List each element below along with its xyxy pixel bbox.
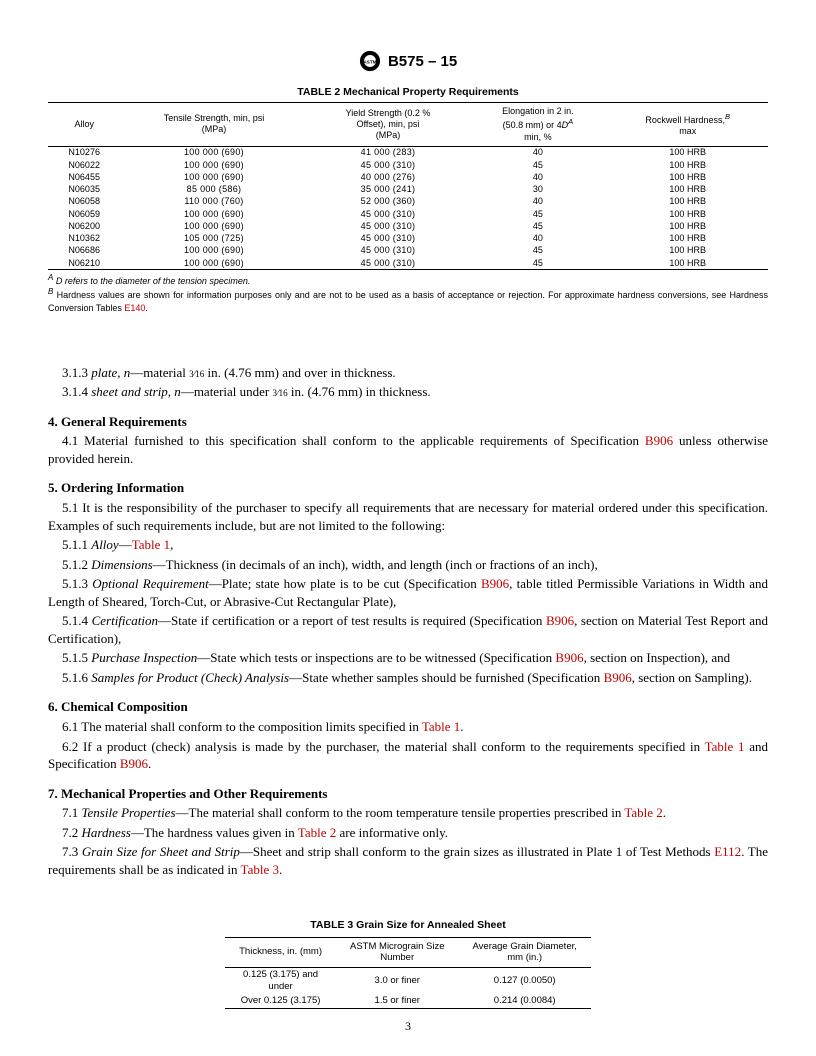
link-table1[interactable]: Table 1: [705, 739, 745, 754]
document-id: B575 – 15: [388, 53, 457, 70]
table-row: N10276100 000 (690)41 000 (283)40100 HRB: [48, 146, 768, 159]
table-row: N06200100 000 (690)45 000 (310)45100 HRB: [48, 220, 768, 232]
t3-col1: ASTM Micrograin Size Number: [336, 937, 459, 968]
table-row: 0.125 (3.175) and under3.0 or finer0.127…: [225, 968, 591, 994]
link-table1[interactable]: Table 1: [422, 719, 460, 734]
table3: Thickness, in. (mm) ASTM Micrograin Size…: [225, 937, 591, 1009]
table2-col3: Elongation in 2 in.(50.8 mm) or 4DAmin, …: [468, 103, 607, 147]
link-b906[interactable]: B906: [120, 756, 148, 771]
table-row: N06059100 000 (690)45 000 (310)45100 HRB: [48, 208, 768, 220]
link-e112[interactable]: E112: [714, 844, 741, 859]
page-header: ASTM B575 – 15: [48, 50, 768, 72]
section-7-head: 7. Mechanical Properties and Other Requi…: [48, 785, 768, 803]
link-e140[interactable]: E140: [124, 303, 145, 313]
table-row: Over 0.125 (3.175)1.5 or finer0.214 (0.0…: [225, 994, 591, 1008]
link-table2[interactable]: Table 2: [298, 825, 336, 840]
table-row: N0603585 000 (586)35 000 (241)30100 HRB: [48, 184, 768, 196]
table2-col1: Tensile Strength, min, psi (MPa): [120, 103, 307, 147]
table-row: N06022100 000 (690)45 000 (310)45100 HRB: [48, 159, 768, 171]
link-b906[interactable]: B906: [555, 650, 583, 665]
link-table3[interactable]: Table 3: [241, 862, 279, 877]
section-5-head: 5. Ordering Information: [48, 479, 768, 497]
link-b906[interactable]: B906: [645, 433, 673, 448]
link-b906[interactable]: B906: [604, 670, 632, 685]
link-table2[interactable]: Table 2: [624, 805, 662, 820]
t3-col0: Thickness, in. (mm): [225, 937, 336, 968]
table2-title: TABLE 2 Mechanical Property Requirements: [48, 86, 768, 98]
table-row: N06210100 000 (690)45 000 (310)45100 HRB: [48, 257, 768, 270]
body-content: 3.1.3 plate, n—material 3⁄16 in. (4.76 m…: [48, 364, 768, 1009]
astm-logo: ASTM: [359, 50, 381, 72]
table2-col2: Yield Strength (0.2 % Offset), min, psi …: [308, 103, 469, 147]
table-row: N06686100 000 (690)45 000 (310)45100 HRB: [48, 245, 768, 257]
table2-col0: Alloy: [48, 103, 120, 147]
table-row: N06058110 000 (760)52 000 (360)40100 HRB: [48, 196, 768, 208]
table2: Alloy Tensile Strength, min, psi (MPa) Y…: [48, 102, 768, 270]
link-b906[interactable]: B906: [546, 613, 574, 628]
table-row: N06455100 000 (690)40 000 (276)40100 HRB: [48, 171, 768, 183]
link-table1[interactable]: Table 1: [132, 537, 170, 552]
section-4-head: 4. General Requirements: [48, 413, 768, 431]
svg-text:ASTM: ASTM: [363, 59, 376, 64]
table2-col4: Rockwell Hardness,Bmax: [607, 103, 768, 147]
section-6-head: 6. Chemical Composition: [48, 698, 768, 716]
table3-title: TABLE 3 Grain Size for Annealed Sheet: [48, 918, 768, 932]
table-row: N10362105 000 (725)45 000 (310)40100 HRB: [48, 233, 768, 245]
page-number: 3: [0, 1019, 816, 1034]
table2-footnotes: A D refers to the diameter of the tensio…: [48, 273, 768, 313]
t3-col2: Average Grain Diameter, mm (in.): [459, 937, 591, 968]
link-b906[interactable]: B906: [481, 576, 509, 591]
